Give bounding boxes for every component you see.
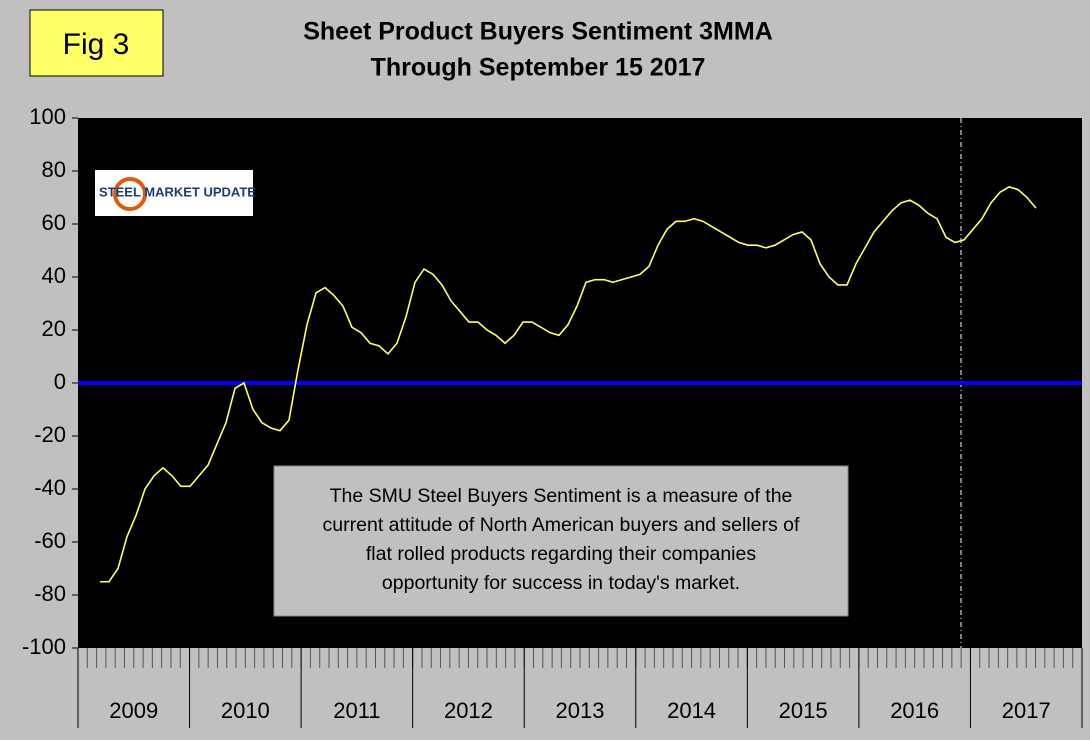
- chart-title: Sheet Product Buyers Sentiment 3MMA: [303, 18, 773, 46]
- y-tick-label: -100: [22, 634, 66, 659]
- x-tick-label: 2017: [1002, 698, 1051, 723]
- y-tick-label: 0: [54, 369, 66, 394]
- logo-text: STEEL MARKET UPDATE: [99, 184, 256, 199]
- x-tick-label: 2012: [444, 698, 493, 723]
- y-tick-label: 20: [42, 316, 66, 341]
- annotation-line: opportunity for success in today's marke…: [382, 572, 740, 594]
- figure-label: Fig 3: [63, 28, 130, 61]
- data-line: [100, 186, 1037, 583]
- y-tick-label: 80: [42, 157, 66, 182]
- annotation-line: The SMU Steel Buyers Sentiment is a meas…: [330, 485, 793, 507]
- annotation-line: flat rolled products regarding their com…: [366, 543, 756, 565]
- y-tick-label: -60: [34, 528, 66, 553]
- x-tick-label: 2016: [890, 698, 939, 723]
- y-tick-label: -80: [34, 581, 66, 606]
- y-tick-label: 100: [29, 104, 66, 129]
- y-tick-label: 60: [42, 210, 66, 235]
- y-tick-label: 40: [42, 263, 66, 288]
- y-tick-label: -40: [34, 475, 66, 500]
- annotation-box: [273, 465, 849, 617]
- x-tick-label: 2010: [221, 698, 270, 723]
- logo-mark: [113, 177, 147, 211]
- y-tick-label: -20: [34, 422, 66, 447]
- x-tick-label: 2014: [667, 698, 716, 723]
- x-tick-label: 2011: [333, 698, 380, 723]
- figure-label-box: [29, 9, 164, 77]
- chart-subtitle: Through September 15 2017: [371, 54, 706, 82]
- annotation-line: current attitude of North American buyer…: [323, 514, 800, 536]
- x-tick-label: 2013: [556, 698, 605, 723]
- x-tick-label: 2015: [779, 698, 828, 723]
- x-tick-label: 2009: [109, 698, 158, 723]
